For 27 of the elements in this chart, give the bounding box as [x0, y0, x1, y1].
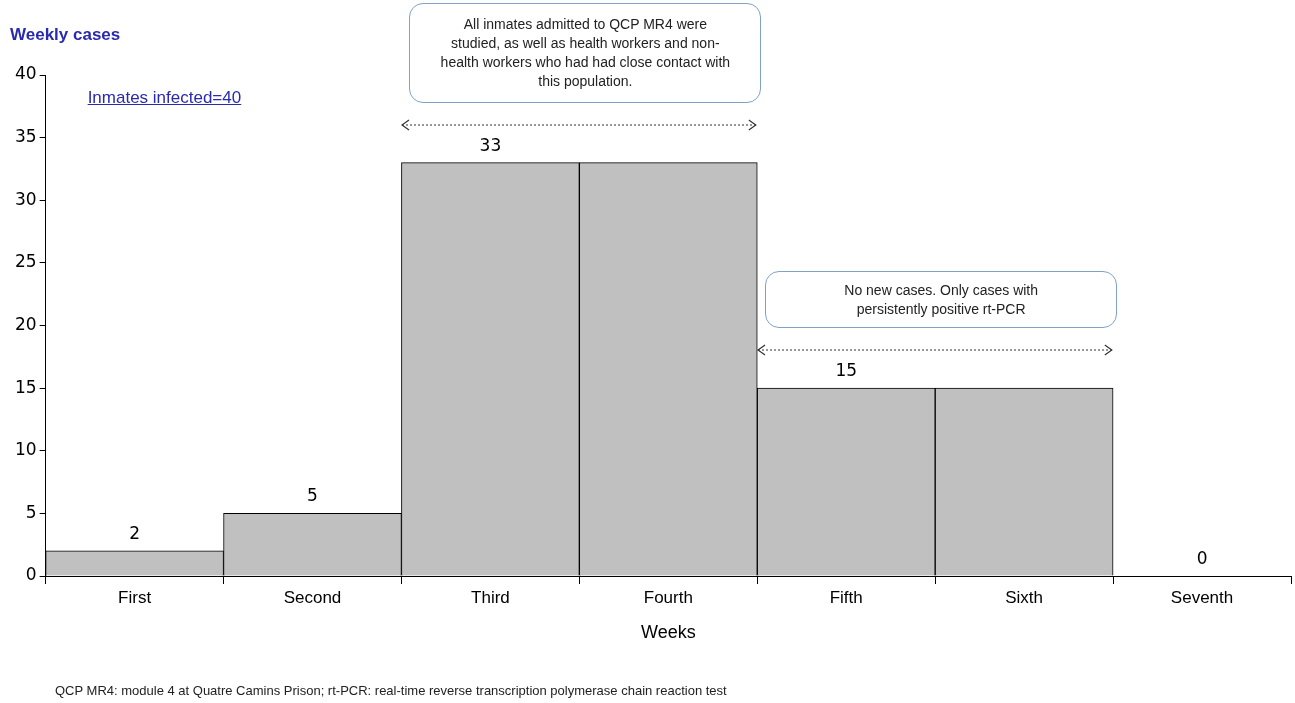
x-tick-label: Fifth	[829, 587, 863, 607]
x-tick-label: Seventh	[1170, 587, 1234, 607]
y-tick-label: 35	[14, 126, 37, 147]
text: QCP MR4: module 4 at Quatre Camins Prison; rt-PCR: real-time reverse transcription polymerase chain reaction test	[55, 682, 727, 700]
x-axis-title: Weeks	[640, 622, 696, 643]
y-tick-label: 15	[14, 376, 37, 397]
annotation: Inmates infected=40	[87, 88, 242, 107]
data-label: 15	[835, 360, 858, 381]
data-label: 0	[1196, 547, 1208, 568]
data-label: 2	[129, 522, 140, 543]
x-tick-label: Third	[471, 587, 510, 607]
x-tick-label: First	[118, 587, 152, 607]
data-label: 33	[479, 134, 502, 155]
x-tick-label: Second	[283, 587, 342, 607]
callout: All inmates admitted to QCP MR4 were studied, as well as health workers and non-health workers who had had close contact with this population.	[409, 2, 762, 103]
y-axis-title: Weekly cases	[10, 25, 121, 45]
y-tick-label: 20	[14, 313, 37, 334]
y-tick-label: 40	[14, 63, 37, 84]
y-tick-label: 5	[25, 501, 37, 522]
callout: No new cases. Only cases with persistently positive rt-PCR	[765, 271, 1118, 329]
y-tick-label: 25	[14, 251, 37, 272]
y-tick-label: 10	[14, 439, 37, 460]
y-tick-label: 0	[25, 564, 37, 585]
y-tick-label: 30	[14, 188, 37, 209]
x-tick-label: Sixth	[1005, 587, 1044, 607]
x-tick-label: Fourth	[643, 587, 693, 607]
data-label: 5	[307, 485, 318, 506]
